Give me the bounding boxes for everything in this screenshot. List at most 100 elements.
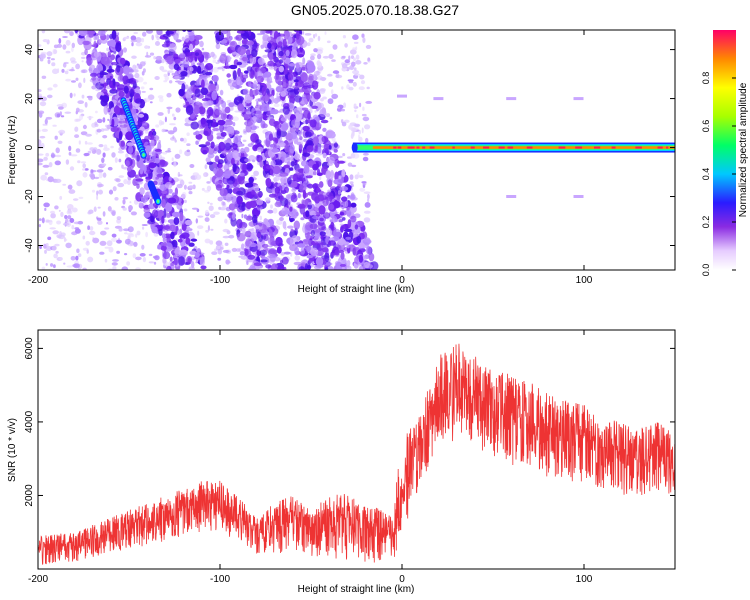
- x-tick-label: 100: [576, 574, 593, 585]
- noise-blob: [176, 183, 183, 189]
- noise-blob: [243, 146, 250, 153]
- noise-blob: [207, 201, 210, 204]
- noise-blob: [331, 215, 338, 223]
- noise-blob: [337, 238, 345, 246]
- noise-blob: [130, 39, 138, 43]
- noise-blob: [305, 210, 310, 218]
- noise-blob: [232, 163, 237, 173]
- noise-blob: [189, 66, 194, 72]
- noise-blob: [149, 198, 153, 205]
- noise-blob: [298, 266, 306, 270]
- line-orange: [372, 146, 675, 149]
- noise-blob: [274, 159, 283, 166]
- noise-blob: [98, 39, 103, 44]
- noise-blob: [365, 264, 373, 269]
- snr-axes: -200 -100 0 100 2000 4000 6000: [24, 330, 675, 585]
- side-feature: [573, 97, 584, 101]
- noise-blob: [302, 189, 307, 199]
- noise-blob: [194, 52, 200, 56]
- noise-blob: [101, 95, 110, 103]
- noise-blob: [168, 188, 173, 194]
- noise-blob: [118, 130, 123, 141]
- noise-blob: [226, 73, 231, 78]
- noise-blob: [321, 247, 329, 253]
- noise-blob: [155, 124, 160, 128]
- noise-blob: [135, 233, 138, 238]
- noise-blob: [162, 33, 171, 38]
- noise-blob: [254, 192, 263, 197]
- noise-blob: [215, 244, 222, 251]
- noise-blob: [221, 100, 227, 108]
- noise-blob: [69, 92, 73, 99]
- noise-blob: [149, 52, 155, 56]
- noise-blob: [111, 233, 117, 238]
- noise-blob: [54, 243, 60, 247]
- noise-blob: [38, 158, 44, 163]
- noise-blob: [254, 265, 263, 269]
- noise-blob: [180, 71, 188, 77]
- noise-blob: [114, 197, 119, 201]
- noise-blob: [82, 168, 86, 171]
- noise-blob: [198, 106, 206, 115]
- noise-blob: [351, 164, 357, 168]
- noise-blob: [214, 155, 220, 163]
- noise-blob: [218, 141, 226, 152]
- noise-blob: [224, 119, 234, 126]
- noise-blob: [93, 206, 97, 212]
- noise-blob: [144, 130, 149, 134]
- noise-blob: [228, 114, 234, 121]
- noise-blob: [290, 161, 295, 167]
- noise-blob: [77, 267, 81, 270]
- noise-blob: [256, 75, 264, 83]
- noise-blob: [283, 164, 290, 169]
- noise-blob: [245, 215, 253, 221]
- noise-blob: [145, 145, 152, 153]
- noise-blob: [289, 206, 293, 212]
- noise-blob: [60, 115, 65, 118]
- noise-blob: [103, 128, 110, 131]
- noise-blob: [116, 239, 122, 244]
- noise-blob: [258, 223, 267, 234]
- noise-blob: [73, 198, 79, 201]
- noise-blob: [188, 191, 193, 195]
- noise-blob: [268, 133, 273, 141]
- noise-blob: [161, 128, 166, 133]
- noise-blob: [62, 44, 67, 50]
- noise-blob: [361, 33, 365, 38]
- noise-blob: [185, 24, 190, 30]
- noise-blob: [333, 142, 338, 148]
- noise-blob: [64, 215, 68, 219]
- noise-blob: [341, 108, 345, 112]
- noise-blob: [253, 184, 260, 192]
- noise-blob: [143, 97, 151, 103]
- noise-blob: [103, 105, 109, 115]
- noise-blob: [96, 195, 99, 200]
- noise-blob: [173, 76, 182, 80]
- noise-blob: [144, 135, 151, 140]
- noise-blob: [223, 205, 227, 209]
- noise-blob: [131, 55, 137, 59]
- noise-blob: [150, 224, 154, 228]
- noise-blob: [80, 161, 87, 164]
- noise-blob: [282, 106, 290, 115]
- noise-blob: [315, 257, 324, 267]
- noise-blob: [355, 54, 360, 60]
- noise-blob: [110, 209, 116, 215]
- noise-blob: [95, 110, 98, 114]
- noise-blob: [66, 210, 73, 215]
- noise-blob: [86, 30, 96, 35]
- noise-blob: [128, 205, 133, 211]
- noise-blob: [153, 261, 157, 265]
- noise-blob: [312, 215, 319, 220]
- snr-ylabel: SNR (10 * v/v): [7, 418, 18, 482]
- noise-blob: [222, 201, 226, 206]
- noise-blob: [368, 252, 375, 262]
- noise-blob: [102, 211, 106, 217]
- noise-blob: [166, 92, 172, 98]
- noise-blob: [335, 74, 343, 79]
- noise-blob: [130, 211, 137, 216]
- noise-blob: [320, 98, 324, 102]
- noise-blob: [362, 152, 369, 156]
- noise-blob: [55, 154, 62, 158]
- noise-blob: [317, 194, 325, 202]
